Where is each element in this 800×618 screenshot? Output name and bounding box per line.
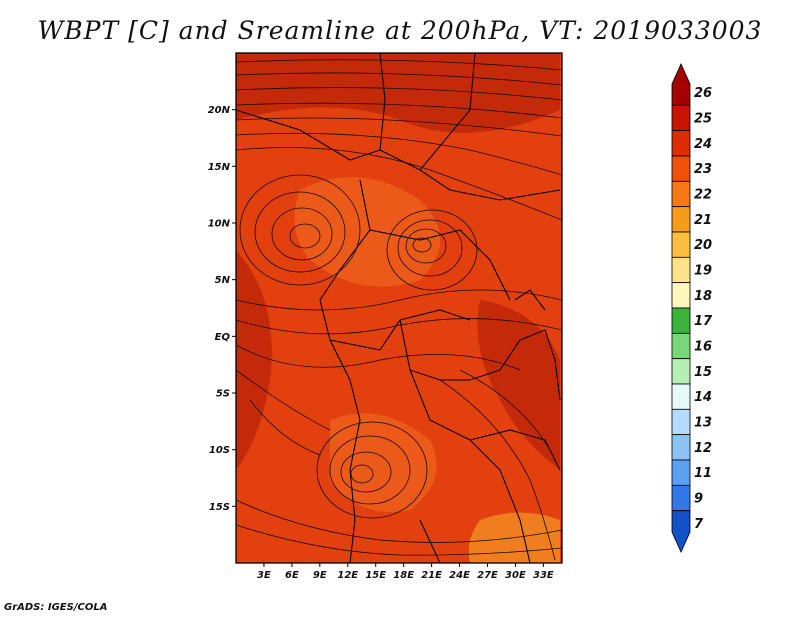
field-lighter-patch-center xyxy=(294,177,440,287)
colorbar-swatch xyxy=(671,459,691,486)
colorbar-label: 7 xyxy=(694,517,704,532)
country-borders xyxy=(236,53,561,563)
y-tick-label: 5N xyxy=(215,275,231,286)
x-axis-ticks: 3E 6E 9E 12E 15E 18E 21E 24E 27E 30E 33E xyxy=(257,563,554,581)
colorbar-swatch xyxy=(671,510,691,553)
y-tick-label: 20N xyxy=(208,105,231,116)
colorbar-label: 13 xyxy=(694,416,712,431)
colorbar-swatch xyxy=(671,383,691,410)
colorbar-swatch xyxy=(671,282,691,309)
colorbar-label: 22 xyxy=(694,188,712,203)
colorbar-label: 18 xyxy=(694,289,712,304)
colorbar-label: 24 xyxy=(694,137,712,152)
colorbar-label: 19 xyxy=(694,264,712,279)
x-tick-label: 3E xyxy=(257,570,271,581)
field-darker-patch-east xyxy=(477,300,560,470)
colorbar-swatch xyxy=(671,484,691,512)
x-tick-label: 18E xyxy=(393,570,414,581)
colorbar-swatch xyxy=(671,63,691,106)
colorbar-swatch xyxy=(671,408,691,436)
y-tick-label: 5S xyxy=(216,389,230,400)
colorbar-swatch xyxy=(671,104,691,132)
colorbar-label: 21 xyxy=(694,213,712,228)
x-tick-label: 24E xyxy=(449,570,470,581)
colorbar-swatch xyxy=(671,155,691,182)
colorbar-label: 9 xyxy=(694,492,703,507)
colorbar-swatch xyxy=(671,130,691,157)
colorbar-swatch xyxy=(671,256,691,284)
colorbar-label: 25 xyxy=(694,112,712,127)
x-tick-label: 12E xyxy=(337,570,358,581)
colorbar-label: 17 xyxy=(694,314,713,329)
wbpt-field xyxy=(236,53,562,563)
x-tick-label: 21E xyxy=(421,570,442,581)
colorbar-label: 26 xyxy=(694,86,712,101)
colorbar-label: 20 xyxy=(694,238,712,253)
map-frame xyxy=(235,52,563,564)
colorbar: 26 25 24 23 22 21 20 19 18 17 16 15 14 13 12 11 9 7 xyxy=(671,63,713,553)
x-tick-label: 6E xyxy=(285,570,299,581)
colorbar-swatch xyxy=(671,332,691,360)
map-title: WBPT [C] and Sreamline at 200hPa, VT: 20… xyxy=(37,16,763,45)
y-tick-label: 15S xyxy=(209,502,230,513)
x-tick-label: 30E xyxy=(505,570,526,581)
grads-credit: GrADS: IGES/COLA xyxy=(4,602,108,613)
colorbar-label: 16 xyxy=(694,340,712,355)
colorbar-label: 14 xyxy=(694,390,712,405)
colorbar-swatch xyxy=(671,231,691,258)
colorbar-label: 11 xyxy=(694,466,712,481)
y-axis-ticks: 20N 15N 10N 5N EQ 5S 10S 15S xyxy=(208,105,236,513)
colorbar-label: 23 xyxy=(694,162,712,177)
colorbar-label: 12 xyxy=(694,441,712,456)
colorbar-swatch xyxy=(671,180,691,208)
colorbar-label: 15 xyxy=(694,365,712,380)
y-tick-label: 10S xyxy=(209,445,230,456)
colorbar-swatch xyxy=(671,358,691,385)
x-tick-label: 33E xyxy=(533,570,554,581)
x-tick-label: 15E xyxy=(365,570,386,581)
y-tick-label: EQ xyxy=(215,332,231,343)
y-tick-label: 10N xyxy=(208,219,231,230)
colorbar-swatch xyxy=(671,307,691,334)
x-tick-label: 9E xyxy=(313,570,327,581)
colorbar-swatch xyxy=(671,206,691,233)
colorbar-swatch xyxy=(671,434,691,461)
y-tick-label: 15N xyxy=(208,162,231,173)
x-tick-label: 27E xyxy=(477,570,498,581)
